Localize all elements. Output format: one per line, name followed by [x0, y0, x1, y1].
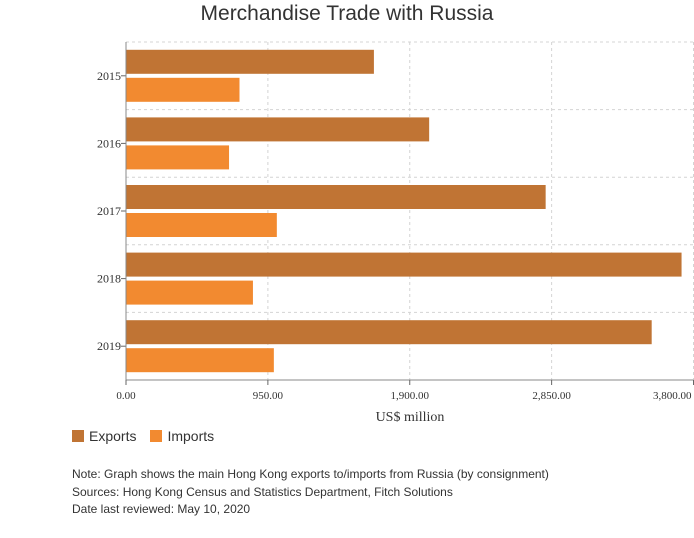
x-tick-label: 950.00 [253, 390, 284, 402]
bar-imports-2015[interactable] [126, 77, 240, 102]
legend: Exports Imports [72, 428, 214, 444]
chart-notes: Note: Graph shows the main Hong Kong exp… [72, 466, 549, 519]
bar-exports-2019[interactable] [126, 320, 652, 345]
x-tick-label: 3,800.00 [653, 390, 692, 402]
bar-exports-2015[interactable] [126, 49, 374, 74]
legend-swatch-exports [72, 430, 84, 442]
bar-imports-2018[interactable] [126, 280, 253, 305]
review-date-text: Date last reviewed: May 10, 2020 [72, 502, 251, 516]
bar-exports-2017[interactable] [126, 185, 546, 209]
axes: 2015 2016 2017 2018 2019 0.00 950.00 1,900.00 2,… [97, 42, 694, 402]
legend-label-exports: Exports [89, 428, 137, 444]
y-tick-label: 2016 [97, 136, 121, 150]
x-tick-label: 2,850.00 [532, 390, 571, 402]
x-tick-label: 0.00 [116, 390, 136, 402]
y-tick-label: 2017 [97, 204, 121, 218]
legend-label-imports: Imports [167, 428, 215, 444]
bar-imports-2019[interactable] [126, 348, 274, 373]
bar-imports-2016[interactable] [126, 145, 230, 170]
chart-title: Merchandise Trade with Russia [200, 2, 494, 25]
sources-text: Sources: Hong Kong Census and Statistics… [72, 484, 453, 499]
y-tick-label: 2018 [97, 272, 121, 286]
y-tick-label: 2015 [97, 69, 121, 83]
bar-imports-2017[interactable] [126, 213, 277, 237]
bar-exports-2018[interactable] [126, 252, 682, 277]
x-tick-label: 1,900.00 [391, 390, 430, 402]
x-axis-label: US$ million [376, 410, 445, 425]
bars [126, 49, 682, 373]
legend-item-exports[interactable]: Exports [72, 428, 136, 444]
note-text: Note: Graph shows the main Hong Kong exp… [72, 467, 549, 481]
bar-exports-2016[interactable] [126, 117, 430, 142]
legend-item-imports[interactable]: Imports [150, 428, 214, 444]
legend-swatch-imports [150, 430, 163, 442]
y-tick-label: 2019 [97, 339, 121, 353]
bar-chart: 2015 2016 2017 2018 2019 0.00 950.00 1,900.00 2,… [97, 41, 694, 425]
